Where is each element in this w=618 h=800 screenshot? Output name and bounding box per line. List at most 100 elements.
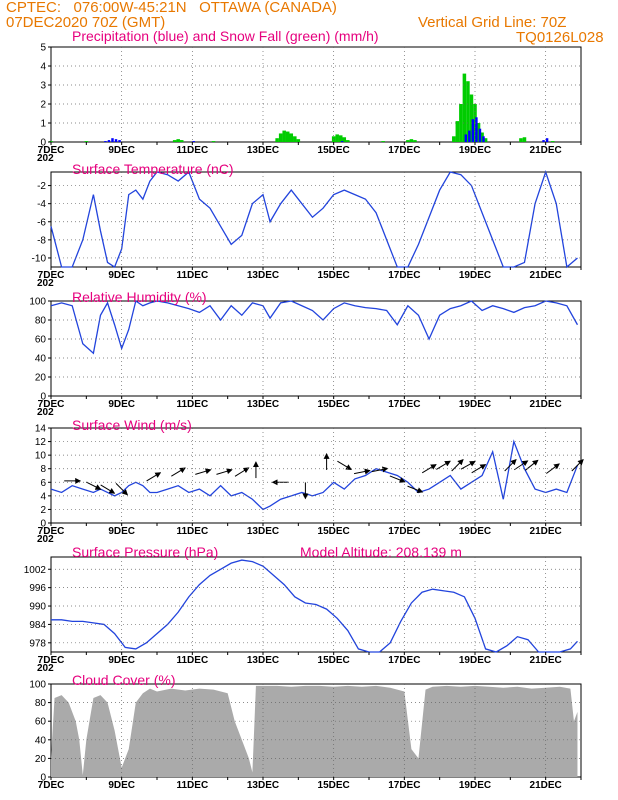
humidity-xtick-label: 11DEC xyxy=(176,399,208,410)
precip-xtick-label: 17DEC xyxy=(388,145,420,156)
temperature-xtick-label: 13DEC xyxy=(247,270,279,281)
snowfall-bar xyxy=(84,141,89,142)
wind-vector-arrow xyxy=(195,468,212,475)
wind-vector-arrow xyxy=(436,460,451,470)
snowfall-bar xyxy=(459,104,463,142)
precipitation-bar xyxy=(118,140,121,142)
wind-vector-arrow xyxy=(389,475,406,483)
precipitation-bar xyxy=(464,134,468,142)
humidity-ytick-label: 0 xyxy=(40,392,46,403)
snowfall-bar xyxy=(342,137,347,142)
temperature-title: Surface Temperature (nC) xyxy=(72,161,234,177)
wind-xtick-label: 19DEC xyxy=(459,526,491,537)
snowfall-bar xyxy=(413,140,417,142)
snowfall-bar xyxy=(466,81,470,142)
pressure-ytick-label: 990 xyxy=(29,602,46,613)
header-run-code: TQ0126L028 xyxy=(516,29,604,46)
pressure-xtick-label: 17DEC xyxy=(388,655,420,666)
pressure-xtick-label: 13DEC xyxy=(247,655,279,666)
precipitation-bar xyxy=(104,141,107,142)
wind-vector-arrow xyxy=(171,467,186,477)
wind-xtick-label: 7DEC xyxy=(38,526,65,537)
wind-series-line xyxy=(50,439,579,511)
wind-vector-arrow xyxy=(86,481,102,490)
cloud-ytick-label: 40 xyxy=(35,735,47,746)
snowfall-bar xyxy=(452,136,456,142)
precip-year-subline: 202 xyxy=(37,153,54,164)
precip-xtick-label: 7DEC xyxy=(38,145,65,156)
cloud-xtick-label: 21DEC xyxy=(530,780,562,791)
precipitation-bar xyxy=(545,138,549,142)
cloud-ytick-label: 80 xyxy=(35,698,47,709)
humidity-frame xyxy=(50,300,582,397)
pressure-year-subline: 202 xyxy=(37,663,54,674)
pressure-xtick-label: 9DEC xyxy=(108,655,135,666)
snowfall-bar xyxy=(296,139,301,142)
temperature-xtick-label: 9DEC xyxy=(108,270,135,281)
wind-vector-arrow xyxy=(371,466,389,473)
humidity-ytick-label: 80 xyxy=(35,316,47,327)
wind-xtick-label: 17DEC xyxy=(388,526,420,537)
precip-xtick-label: 9DEC xyxy=(108,145,135,156)
temperature-frame xyxy=(50,171,582,268)
cloud-xtick-label: 19DEC xyxy=(459,780,491,791)
wind-vector-arrow xyxy=(100,484,116,494)
pressure-ytick-label: 978 xyxy=(29,638,46,649)
snowfall-bar xyxy=(285,131,290,142)
snowfall-bar xyxy=(176,139,180,142)
temperature-xtick-label: 15DEC xyxy=(318,270,350,281)
snowfall-bar xyxy=(172,140,177,142)
wind-ytick-label: 12 xyxy=(35,437,47,448)
wind-vector-arrow xyxy=(451,458,464,472)
humidity-ytick-label: 20 xyxy=(35,373,47,384)
cloud-xtick-label: 13DEC xyxy=(247,780,279,791)
wind-ytick-label: 0 xyxy=(40,519,46,530)
precipitation-bar xyxy=(340,141,344,142)
wind-title: Surface Wind (m/s) xyxy=(72,417,192,433)
snowfall-bar xyxy=(275,138,279,142)
wind-vector-arrow xyxy=(337,460,352,470)
snowfall-bar xyxy=(381,141,385,142)
humidity-series-line xyxy=(50,299,579,355)
snowfall-bar xyxy=(483,138,488,142)
wind-vector-arrow xyxy=(407,485,424,493)
precip-xtick-label: 21DEC xyxy=(530,145,562,156)
precip-xtick-label: 13DEC xyxy=(247,145,279,156)
wind-vector-arrow xyxy=(216,468,233,475)
precip-ytick-label: 5 xyxy=(40,43,46,54)
precipitation-bar xyxy=(542,140,545,142)
cloud-cover-area xyxy=(51,685,578,777)
precip-ytick-label: 2 xyxy=(40,100,46,111)
cloud-xtick-label: 17DEC xyxy=(388,780,420,791)
wind-vector-arrow xyxy=(546,463,560,474)
cloud-xtick-label: 11DEC xyxy=(176,780,208,791)
wind-vector-arrow xyxy=(571,458,584,472)
header-grid-note: Vertical Grid Line: 70Z xyxy=(418,14,567,31)
pressure-title: Surface Pressure (hPa) xyxy=(72,544,218,560)
snowfall-bar xyxy=(211,141,216,142)
precipitation-bar xyxy=(475,117,478,142)
precipitation-bar xyxy=(114,139,118,142)
header-date: 07DEC2020 70Z (GMT) xyxy=(6,14,166,31)
snowfall-bar xyxy=(455,121,460,142)
precip-ytick-label: 3 xyxy=(40,81,46,92)
snowfall-bar xyxy=(476,123,481,142)
precip-xtick-label: 11DEC xyxy=(176,145,208,156)
temperature-ytick-label: -6 xyxy=(37,217,46,228)
pressure-xtick-label: 19DEC xyxy=(459,655,491,666)
precipitation-bar xyxy=(111,138,114,142)
wind-vector-arrow xyxy=(421,464,437,474)
pressure-ytick-label: 996 xyxy=(29,583,46,594)
cloud-xtick-label: 15DEC xyxy=(318,780,350,791)
wind-year-subline: 202 xyxy=(37,534,54,545)
pressure-xtick-label: 21DEC xyxy=(530,655,562,666)
precipitation-bar xyxy=(478,128,482,142)
cloud-xtick-label: 9DEC xyxy=(108,780,135,791)
precip-frame xyxy=(50,46,582,143)
temperature-xtick-label: 21DEC xyxy=(530,270,562,281)
pressure-xtick-label: 7DEC xyxy=(38,655,65,666)
wind-ytick-label: 8 xyxy=(40,464,46,475)
snowfall-bar xyxy=(338,135,343,142)
wind-vector-arrow xyxy=(504,458,517,472)
